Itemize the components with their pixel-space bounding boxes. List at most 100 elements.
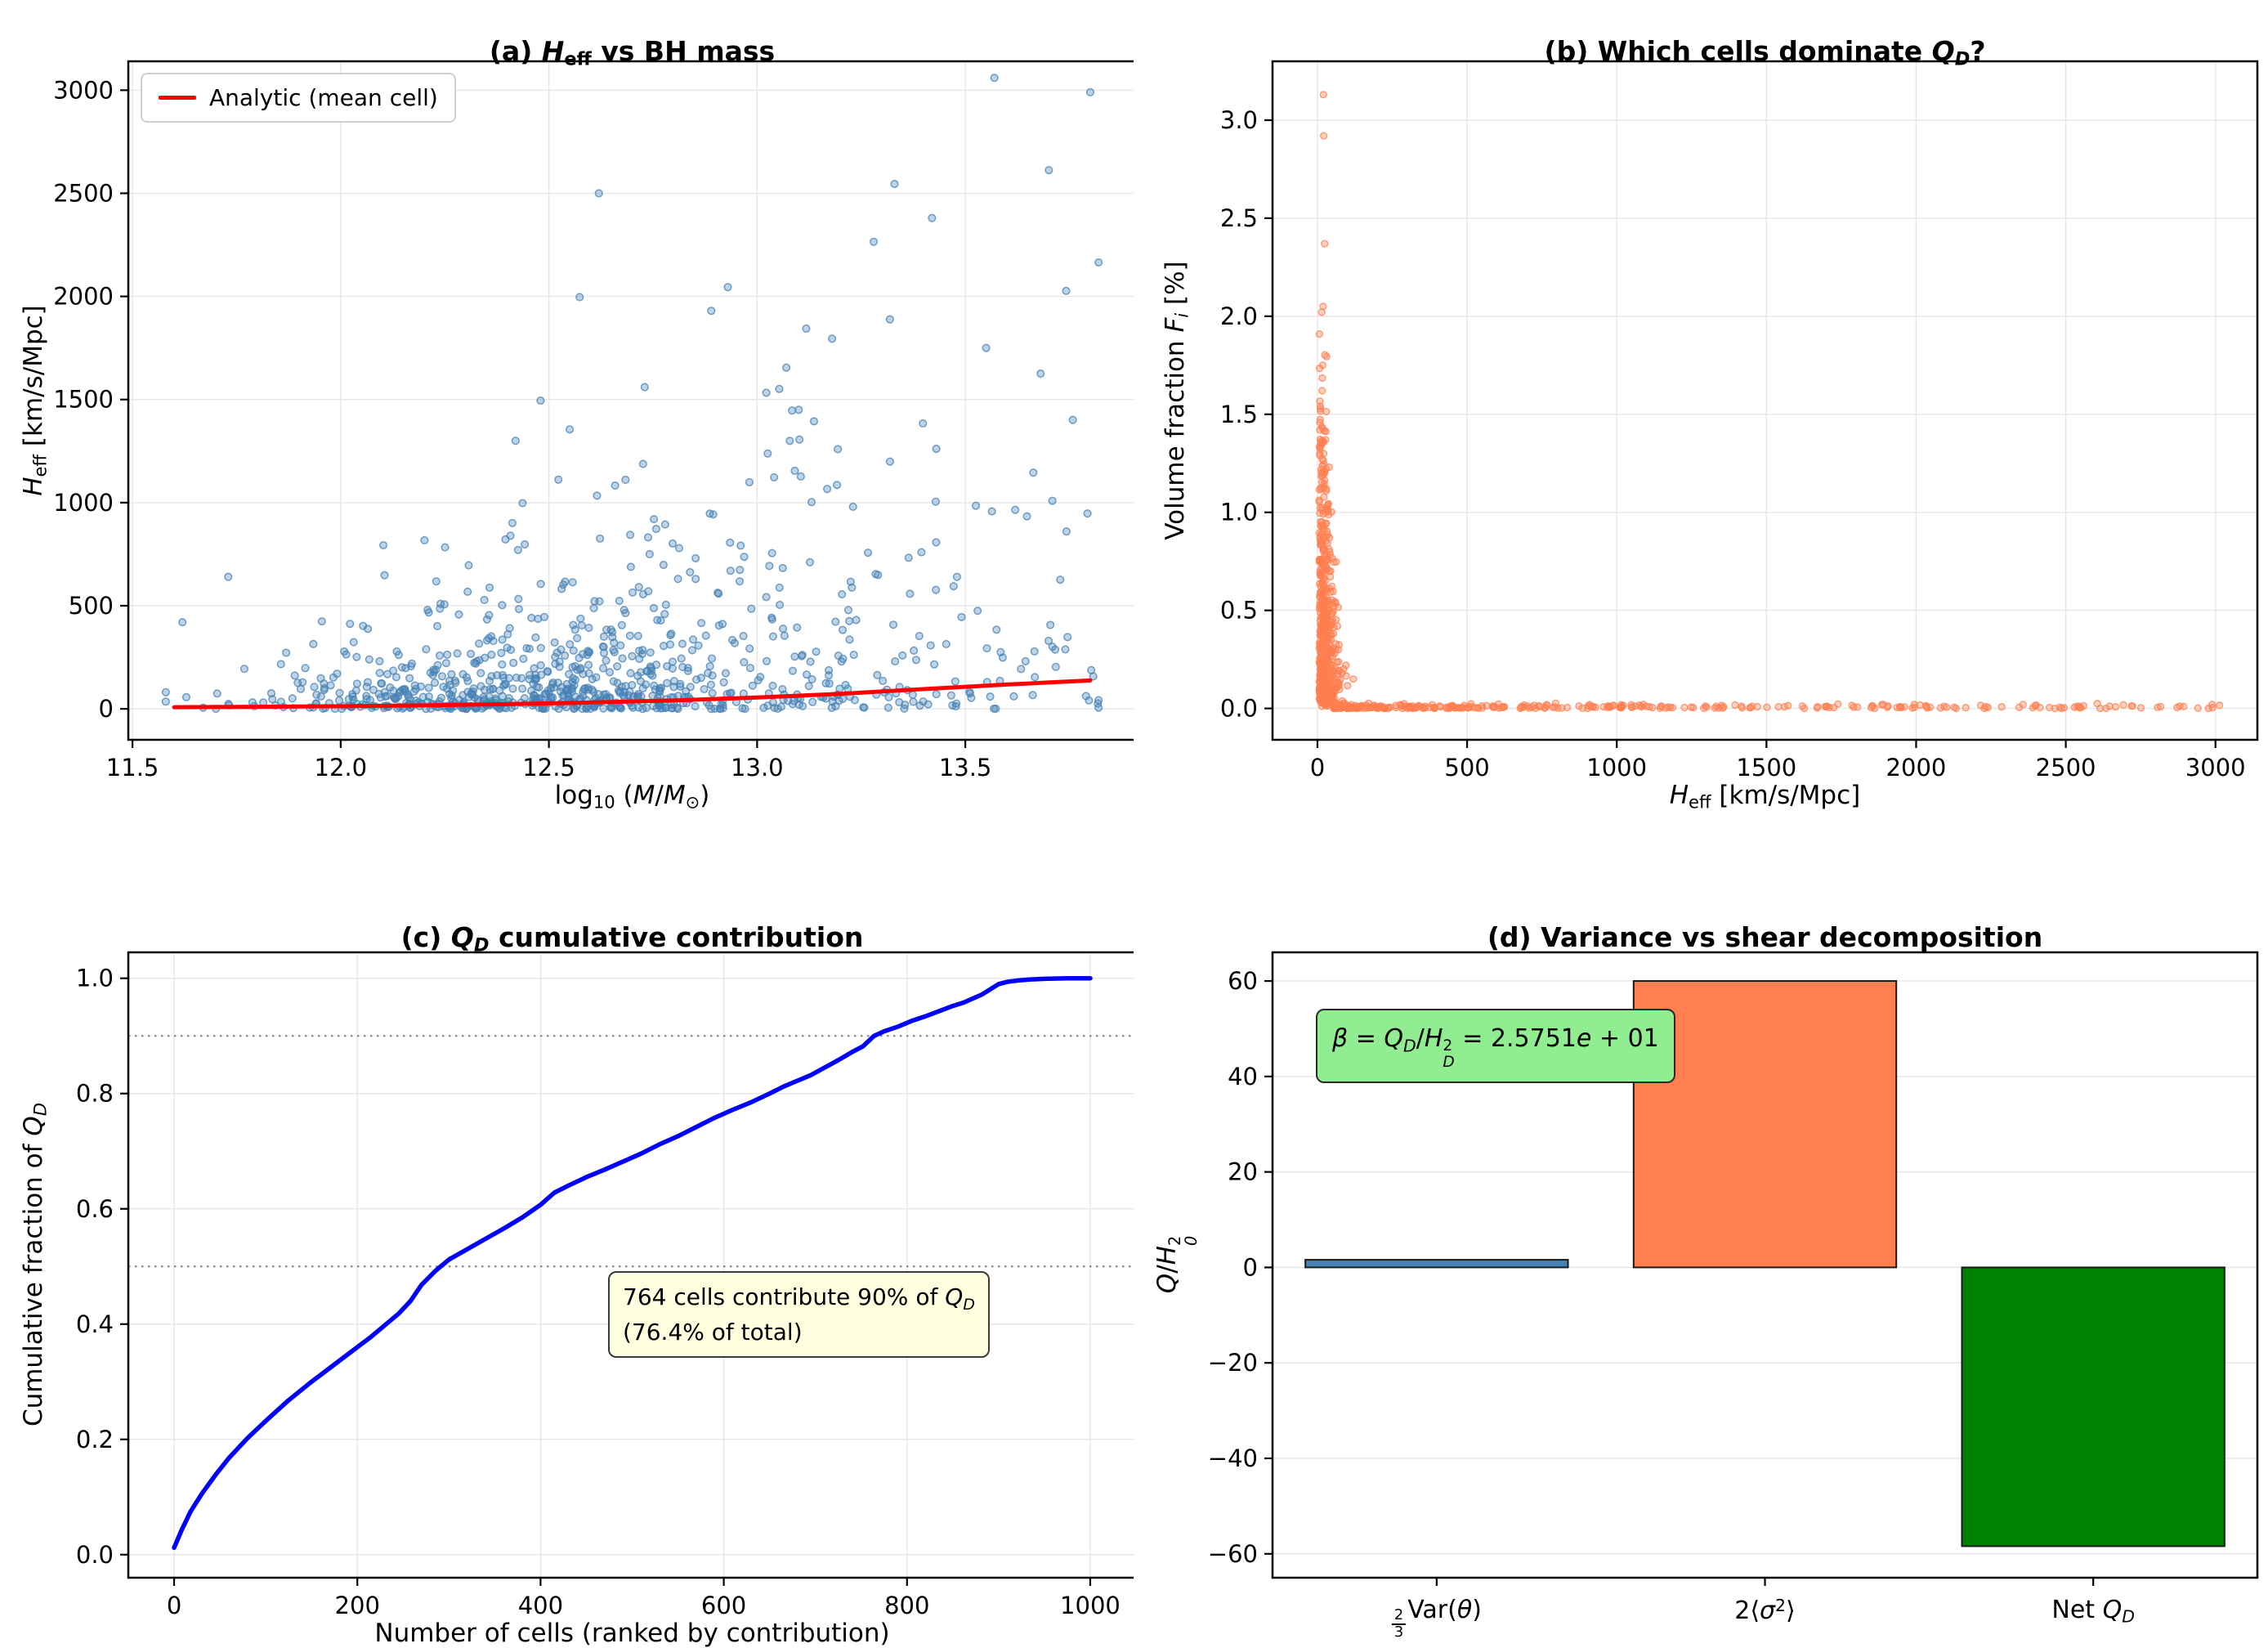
scatter-point (869, 237, 879, 246)
scatter-point (723, 283, 732, 292)
scatter-point (692, 675, 701, 684)
scatter-point (1822, 702, 1831, 710)
scatter-point (759, 703, 768, 712)
panel-a-xlabel: log10 (M/M⊙) (128, 781, 1136, 813)
scatter-point (181, 692, 190, 701)
bar-2 (1961, 1266, 2226, 1547)
scatter-point (391, 673, 400, 682)
scatter-point (898, 651, 907, 660)
y-tick-label: 0.2 (76, 1426, 114, 1453)
scatter-point (708, 671, 717, 680)
scatter-point (1867, 703, 1876, 712)
scatter-point (1021, 656, 1030, 665)
scatter-point (763, 656, 772, 665)
scatter-point (611, 481, 620, 490)
scatter-point (1465, 702, 1474, 711)
scatter-point (520, 694, 529, 703)
scatter-point (762, 593, 771, 602)
scatter-point (660, 520, 669, 529)
scatter-point (2096, 704, 2105, 713)
scatter-point (536, 580, 545, 589)
scatter-point (475, 656, 484, 665)
scatter-point (616, 641, 625, 650)
scatter-point (609, 677, 618, 686)
scatter-point (276, 660, 285, 669)
panel-variance-shear: −60 −40 −20 0 20 40 60 (d) Variance vs shear d… (1134, 822, 2268, 1646)
scatter-point (879, 676, 888, 686)
scatter-point (525, 670, 535, 679)
axes-spines (127, 951, 1134, 1579)
scatter-point (793, 623, 802, 632)
scatter-point (599, 643, 608, 652)
scatter-point (648, 692, 657, 701)
scatter-point (592, 673, 601, 682)
annotation-90pct-box: 764 cells contribute 90% of QD (76.4% of… (608, 1271, 990, 1358)
scatter-point (508, 684, 517, 693)
text-segment: ⟩ (1786, 1596, 1796, 1626)
x-tick-label: 3000 (2185, 754, 2246, 781)
text-segment: θ (1456, 1596, 1473, 1624)
scatter-point (555, 657, 564, 666)
annotation-90pct-line1: 764 cells contribute 90% of QD (623, 1281, 975, 1316)
scatter-point (1319, 132, 1328, 140)
scatter-point (1318, 424, 1327, 433)
scatter-point (778, 684, 787, 694)
scatter-point (424, 692, 433, 701)
scatter-point (375, 669, 384, 678)
scatter-point (301, 664, 310, 673)
scatter-point (536, 643, 545, 652)
scatter-point (780, 631, 789, 640)
scatter-point (790, 696, 798, 705)
scatter-point (1746, 704, 1754, 712)
y-tick-label: −60 (1208, 1540, 1258, 1568)
scatter-point (911, 656, 921, 665)
scatter-point (823, 485, 832, 494)
panel-c-plot-area: 0 200 400 600 800 1000 0.0 0.2 0.4 0.6 0.8 1.0 (76, 951, 1134, 1619)
text-segment: Q (18, 1116, 48, 1136)
text-segment: Q (2102, 1596, 2123, 1624)
scatter-point (476, 669, 485, 678)
axes-spines (1271, 60, 2259, 741)
y-tick-label: 20 (1228, 1158, 1258, 1186)
scatter-point (804, 682, 813, 691)
scatter-point (470, 693, 479, 702)
scatter-point (1375, 704, 1383, 712)
scatter-point (1445, 704, 1453, 713)
y-tick-label: 0.6 (76, 1195, 114, 1223)
scatter-point (1908, 704, 1917, 712)
scatter-point (694, 641, 703, 650)
scatter-point (1062, 527, 1071, 536)
scatter-point (747, 604, 756, 613)
scatter-point (706, 680, 715, 689)
scatter-point (514, 604, 523, 614)
scatter-point (454, 610, 463, 619)
y-tick-label: 3000 (53, 76, 114, 104)
text-segment: ) (700, 781, 710, 810)
x-tick-label: 13.0 (731, 754, 784, 781)
scatter-point (765, 562, 774, 571)
scatter-point (561, 651, 570, 661)
scatter-point (2216, 701, 2224, 710)
scatter-point (406, 662, 415, 671)
scatter-point (1701, 702, 1710, 710)
scatter-point (668, 657, 678, 666)
y-tick-label: 0.8 (76, 1080, 114, 1108)
scatter-point (1315, 330, 1323, 338)
scatter-point (550, 638, 559, 647)
scatter-point (290, 671, 299, 680)
scatter-point (1056, 575, 1065, 584)
text-segment: log (554, 781, 593, 810)
scatter-point (584, 683, 593, 692)
scatter-point (432, 621, 442, 630)
scatter-point (677, 654, 686, 663)
text-segment: D (963, 1295, 975, 1314)
scatter-point (377, 678, 386, 688)
scatter-point (1046, 620, 1055, 629)
scatter-point (790, 466, 799, 475)
scatter-point (1322, 593, 1331, 602)
scatter-point (932, 585, 941, 594)
scatter-point (812, 647, 821, 656)
scatter-point (1318, 578, 1326, 586)
scatter-point (570, 661, 579, 670)
